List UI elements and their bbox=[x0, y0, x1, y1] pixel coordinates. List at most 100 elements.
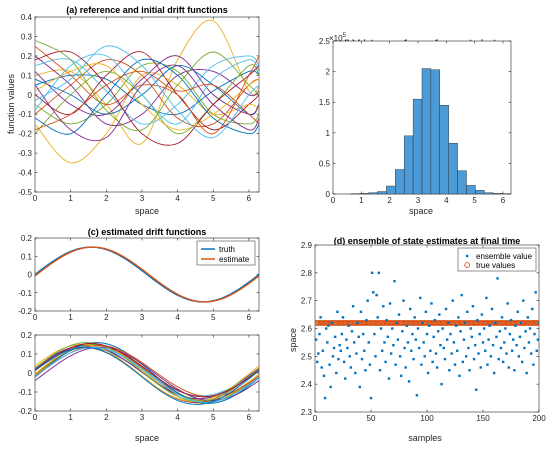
panel-d-xtick-label: 0 bbox=[313, 414, 318, 423]
panel-c1-ytick-label: 0 bbox=[28, 271, 33, 280]
panel-d-ensemble-point bbox=[420, 363, 423, 366]
panel-d-ensemble-point bbox=[373, 332, 376, 336]
panel-d-ensemble-point bbox=[501, 360, 505, 364]
panel-d-ensemble-point bbox=[409, 307, 412, 311]
panel-d-ensemble-point bbox=[499, 346, 503, 350]
panel-d-ensemble-point bbox=[491, 344, 495, 347]
panel-a-series-line bbox=[35, 50, 259, 146]
panel-d-ensemble-point bbox=[542, 294, 544, 296]
panel-a-axes-frame bbox=[34, 16, 260, 193]
panel-d-ensemble-point bbox=[384, 360, 387, 364]
panel-d-ensemble-point bbox=[450, 352, 453, 355]
panel-b-ytick-label: 1 bbox=[326, 129, 331, 138]
panel-d-ensemble-point bbox=[485, 296, 488, 300]
panel-d-ensemble-point bbox=[453, 363, 457, 366]
panel-d-ensemble-point bbox=[403, 346, 406, 350]
panel-d-ensemble-point bbox=[385, 318, 388, 322]
panel-d-ensemble-point bbox=[404, 366, 407, 369]
panel-b-ytick-label: 2 bbox=[326, 68, 331, 77]
panel-d-ensemble-point bbox=[323, 396, 327, 400]
panel-b-ytick-label: 0.5 bbox=[319, 159, 331, 168]
panel-d-ensemble-point bbox=[387, 377, 391, 380]
panel-d-ensemble-point bbox=[476, 318, 479, 322]
panel-d-ensemble-point bbox=[318, 332, 321, 336]
panel-d-ensemble-point bbox=[425, 332, 429, 336]
panel-a-xtick-label: 4 bbox=[175, 194, 180, 203]
panel-d-ensemble-point bbox=[514, 324, 517, 327]
panel-b-histogram-bar bbox=[448, 143, 458, 195]
panel-d-ensemble-point bbox=[513, 369, 516, 372]
panel-d-ensemble-point bbox=[407, 380, 411, 383]
panel-d-ensemble-point bbox=[490, 307, 494, 311]
panel-d-ensemble-point bbox=[360, 357, 364, 361]
panel-a-series-line bbox=[35, 63, 259, 131]
panel-d-ensemble-point bbox=[442, 346, 445, 350]
panel-d-ensemble-point bbox=[480, 313, 484, 316]
panel-d-ensemble-point bbox=[524, 330, 527, 333]
panel-c1-xtick-label: 4 bbox=[175, 313, 180, 322]
panel-d-ensemble-point bbox=[500, 316, 504, 319]
panel-a-title: (a) reference and initial drift function… bbox=[66, 5, 228, 15]
panel-d-ensemble-point bbox=[358, 385, 361, 389]
panel-a-xtick-label: 6 bbox=[247, 194, 252, 203]
panel-d-ytick-label: 2.7 bbox=[301, 297, 313, 306]
panel-d-ensemble-point bbox=[535, 349, 538, 352]
panel-d-ensemble-point bbox=[315, 338, 318, 341]
panel-b-exponent-label: ×105 bbox=[329, 33, 347, 43]
panel-d-ensemble-point bbox=[321, 349, 325, 352]
panel-d-ensemble-point bbox=[445, 338, 449, 341]
panel-d-ylabel: space bbox=[288, 328, 298, 352]
panel-d-ensemble-point bbox=[388, 302, 392, 305]
panel-c1-xtick-label: 3 bbox=[140, 313, 145, 322]
panel-c2-ytick-label: -0.1 bbox=[18, 388, 32, 397]
panel-d-ensemble-point bbox=[441, 327, 444, 330]
panel-c-xlabel: space bbox=[135, 433, 159, 443]
panel-c1-legend-label: estimate bbox=[219, 255, 250, 264]
panel-c2-series-group bbox=[35, 342, 259, 405]
panel-b-xtick-label: 3 bbox=[416, 196, 421, 205]
panel-b-ytick-label: 1.5 bbox=[319, 98, 331, 107]
panel-c1-ytick-label: -0.1 bbox=[18, 289, 32, 298]
panel-a-ytick-label: -0.3 bbox=[18, 149, 32, 158]
panel-d-ensemble-point bbox=[509, 318, 513, 322]
panel-a-ytick-label: -0.2 bbox=[18, 130, 32, 139]
panel-d-ensemble-point bbox=[540, 313, 542, 315]
panel-b-xtick-label: 6 bbox=[501, 196, 506, 205]
panel-d-ensemble-point bbox=[332, 346, 336, 350]
panel-d-ensemble-point bbox=[337, 357, 340, 361]
panel-d-ensemble-point bbox=[347, 324, 350, 327]
panel-a-series-line bbox=[35, 45, 259, 135]
panel-b-histogram-bar bbox=[377, 191, 387, 195]
panel-d-xtick-label: 50 bbox=[367, 414, 376, 423]
panel-d-ensemble-estimates: (d) ensemble of state estimates at final… bbox=[288, 236, 546, 443]
panel-d-ensemble-point bbox=[394, 363, 397, 366]
panel-c2-series-line bbox=[35, 346, 259, 405]
panel-b-histogram-bar bbox=[386, 185, 396, 195]
panel-d-ensemble-point bbox=[369, 396, 373, 400]
panel-d-ensemble-point bbox=[473, 344, 477, 347]
panel-d-ensemble-point bbox=[386, 335, 389, 339]
panel-d-ensemble-point bbox=[423, 355, 426, 358]
panel-c1-ytick-label: 0.1 bbox=[21, 252, 33, 261]
panel-c2-series-line bbox=[35, 342, 259, 402]
panel-b-xlabel: space bbox=[409, 206, 433, 216]
panel-d-ensemble-point bbox=[401, 330, 404, 333]
panel-a-series-line bbox=[35, 45, 259, 139]
panel-d-ensemble-point bbox=[451, 299, 454, 302]
panel-b-xtick-label: 2 bbox=[387, 196, 392, 205]
panel-b-histogram-bar bbox=[493, 193, 503, 195]
panel-d-true-value-marker bbox=[537, 320, 539, 326]
panel-d-ensemble-point bbox=[438, 313, 441, 316]
panel-d-ensemble-point bbox=[478, 332, 481, 336]
panel-b-histogram-bar bbox=[430, 69, 441, 195]
panel-d-ensemble-point bbox=[389, 352, 393, 355]
panel-d-ensemble-point bbox=[353, 341, 356, 344]
panel-c2-xtick-label: 0 bbox=[33, 413, 38, 422]
panel-a-series-line bbox=[35, 65, 259, 116]
panel-d-ensemble-point bbox=[526, 316, 529, 319]
panel-d-ensemble-point bbox=[435, 366, 439, 369]
panel-d-ensemble-point bbox=[349, 366, 353, 369]
panel-d-ensemble-point bbox=[333, 335, 337, 339]
panel-c1-xtick-label: 5 bbox=[211, 313, 216, 322]
panel-d-ensemble-point bbox=[494, 321, 497, 325]
